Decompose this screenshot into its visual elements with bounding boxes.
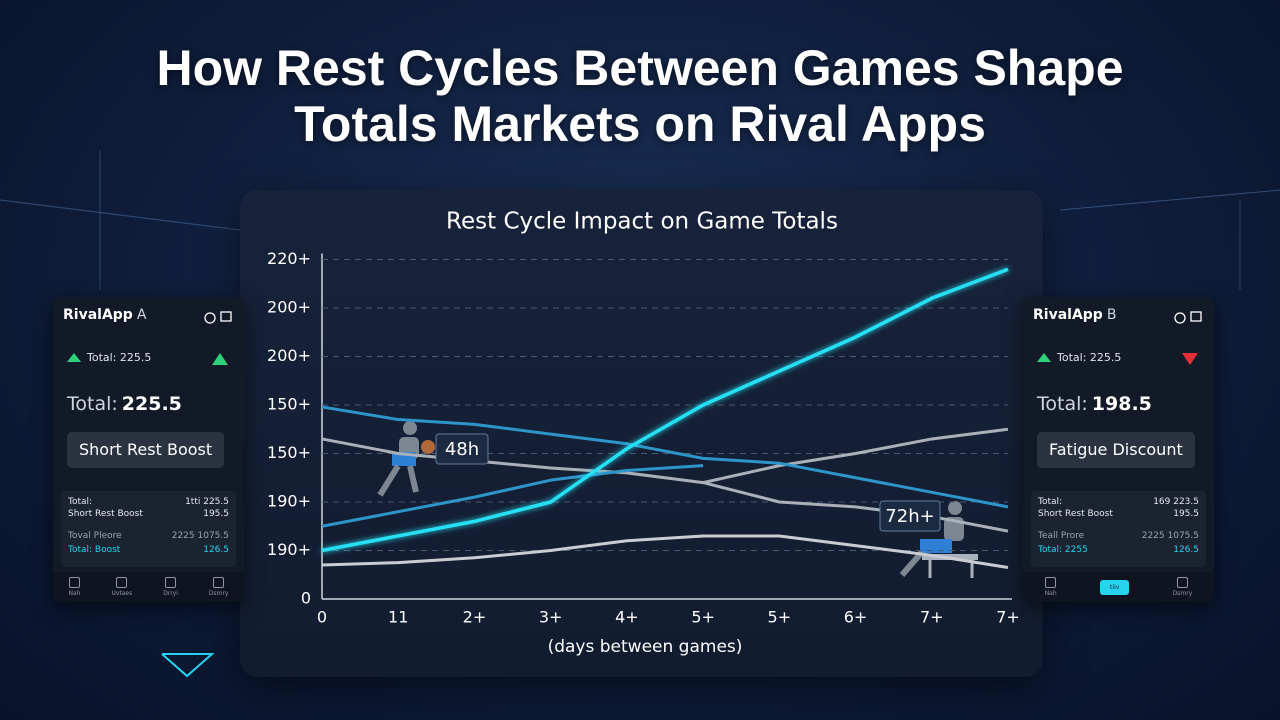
data-line: [321, 405, 1009, 509]
chart-card: [240, 190, 1043, 677]
brand-name: RivalApp: [63, 307, 133, 323]
annotation: 72h+: [885, 506, 934, 527]
total-value: 225.5: [121, 393, 182, 415]
total-display: Total: 198.5: [1037, 393, 1152, 415]
market-button[interactable]: Fatigue Discount: [1037, 432, 1195, 468]
table-row: Total: 169 223.5: [1038, 497, 1199, 507]
table-cell: 195.5: [203, 509, 229, 519]
table-cell: Teall Prore: [1038, 531, 1085, 541]
total-label: Total:: [67, 393, 118, 415]
y-tick-label: 0: [301, 589, 311, 608]
trend-arrow: [1182, 353, 1198, 365]
data-line: [321, 464, 704, 528]
y-tick-label: 150+: [267, 395, 311, 414]
bottom-nav: Nah Uvtaes Drryi Dsmry: [53, 572, 244, 602]
table-cell: Total:: [1038, 497, 1063, 507]
table-cell: 195.5: [1173, 509, 1199, 519]
x-tick-label: 5+: [691, 608, 715, 627]
app-panel: RivalApp A Total: 225.5 Total: 225.5 Short Re…: [53, 297, 244, 602]
y-tick-label: 220+: [267, 249, 311, 268]
x-tick-label: 5+: [768, 608, 792, 627]
table-cell: Short Rest Boost: [68, 509, 143, 519]
app-brand: RivalApp A: [63, 307, 146, 323]
x-tick-label: 3+: [539, 608, 563, 627]
nav-item[interactable]: Drryi: [163, 577, 178, 597]
table-cell: Total:: [68, 497, 93, 507]
table-row: Total: Boost 126.5: [68, 545, 229, 555]
y-tick-label: 200+: [267, 346, 311, 365]
total-display: Total: 225.5: [67, 393, 182, 415]
app-brand: RivalApp B: [1033, 307, 1116, 323]
nav-item[interactable]: Nah: [1045, 577, 1057, 597]
annotation: 48h: [445, 439, 479, 460]
nav-item[interactable]: Uvtaes: [111, 577, 132, 597]
table-cell: Toval Pleore: [68, 531, 122, 541]
header-icons[interactable]: [204, 309, 234, 324]
x-tick-label: 6+: [844, 608, 868, 627]
brand-suffix: B: [1106, 307, 1117, 323]
table-cell: 2225 1075.5: [1141, 531, 1199, 541]
total-label: Total:: [1037, 393, 1088, 415]
y-tick-label: 200+: [267, 298, 311, 317]
table-row: Toval Pleore 2225 1075.5: [68, 531, 229, 541]
table-cell: 2225 1075.5: [171, 531, 229, 541]
header-icons[interactable]: [1174, 309, 1204, 324]
x-tick-label: 4+: [615, 608, 639, 627]
table-cell: 126.5: [203, 545, 229, 555]
total-value: 198.5: [1091, 393, 1152, 415]
bottom-nav: Nah tiiv Dsmry: [1023, 572, 1214, 602]
table-cell: 169 223.5: [1153, 497, 1199, 507]
table-cell: 1tti 225.5: [185, 497, 229, 507]
y-tick-label: 150+: [267, 443, 311, 462]
table-cell: Total: 2255: [1038, 545, 1088, 555]
table-cell: 126.5: [1173, 545, 1199, 555]
table-row: Short Rest Boost 195.5: [68, 509, 229, 519]
trend-arrow: [212, 353, 228, 365]
page-title: How Rest Cycles Between Games Shape Tota…: [0, 40, 1280, 152]
top-total: Total: 225.5: [1037, 351, 1121, 364]
table-row: Teall Prore 2225 1075.5: [1038, 531, 1199, 541]
annotation-box: [879, 500, 941, 532]
market-button[interactable]: Short Rest Boost: [67, 432, 225, 468]
nav-item[interactable]: Dsmry: [1173, 577, 1193, 597]
annotation-box: [435, 433, 489, 465]
brand-suffix: A: [136, 307, 147, 323]
x-tick-label: 7+: [996, 608, 1020, 627]
top-total: Total: 225.5: [67, 351, 151, 364]
table-row: Total: 1tti 225.5: [68, 497, 229, 507]
nav-item[interactable]: tiiv: [1100, 579, 1130, 595]
market-table: Total: 169 223.5 Short Rest Boost 195.5 Teal…: [1031, 491, 1206, 567]
x-tick-label: 11: [388, 608, 408, 627]
data-line: [321, 267, 1009, 553]
y-tick-label: 190+: [267, 540, 311, 559]
table-row: Total: 2255 126.5: [1038, 545, 1199, 555]
chart-title: Rest Cycle Impact on Game Totals: [446, 209, 838, 235]
data-line: [702, 427, 1009, 485]
x-axis-label: (days between games): [548, 637, 743, 657]
nav-item[interactable]: Dsmry: [209, 577, 229, 597]
data-line: [321, 534, 1009, 569]
title-text: How Rest Cycles Between Games Shape Tota…: [156, 40, 1124, 152]
table-cell: Total: Boost: [68, 545, 121, 555]
x-tick-label: 2+: [463, 608, 487, 627]
table-cell: Short Rest Boost: [1038, 509, 1113, 519]
app-panel: RivalApp B Total: 225.5 Total: 198.5 Fatigue …: [1023, 297, 1214, 602]
brand-name: RivalApp: [1033, 307, 1103, 323]
x-tick-label: 0: [317, 608, 327, 627]
table-row: Short Rest Boost 195.5: [1038, 509, 1199, 519]
y-tick-label: 190+: [267, 492, 311, 511]
x-tick-label: 7+: [920, 608, 944, 627]
nav-item[interactable]: Nah: [68, 577, 80, 597]
market-table: Total: 1tti 225.5 Short Rest Boost 195.5 Tov…: [61, 491, 236, 567]
